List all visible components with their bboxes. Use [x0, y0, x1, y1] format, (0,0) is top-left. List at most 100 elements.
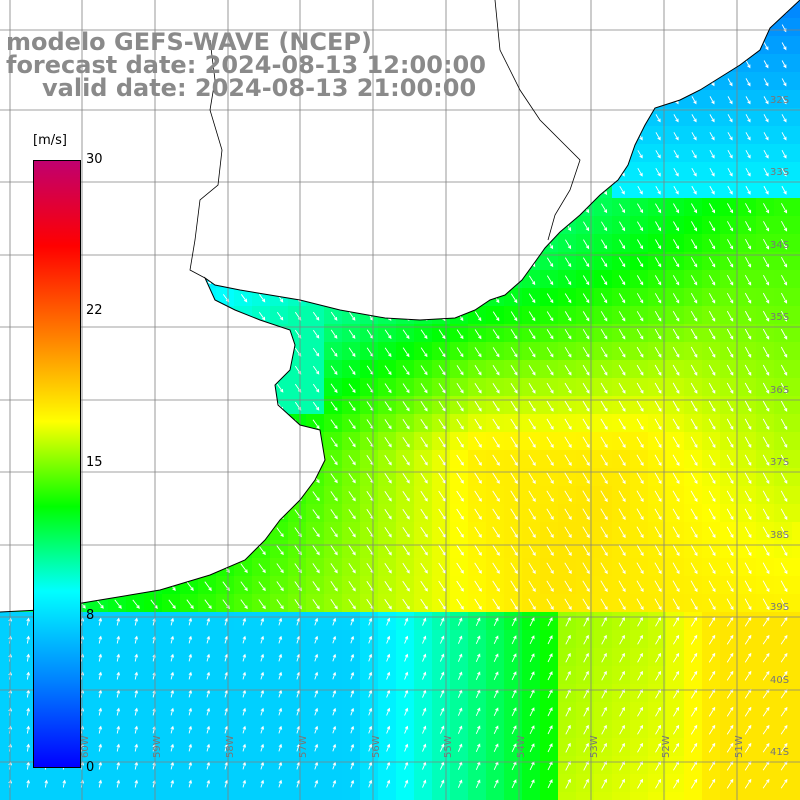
wind-arrow [206, 635, 211, 644]
wind-arrow [492, 436, 500, 448]
wind-arrow [438, 257, 446, 267]
field-cell [756, 756, 775, 775]
field-cell [558, 720, 577, 739]
wind-arrow [204, 401, 212, 411]
field-cell [558, 756, 577, 775]
wind-arrow [421, 132, 427, 141]
lat-label: 41S [770, 747, 789, 758]
wind-arrow [384, 347, 392, 358]
wind-arrow [187, 114, 193, 122]
wind-arrow [762, 724, 770, 735]
field-cell [612, 144, 631, 163]
field-cell [108, 648, 127, 667]
wind-arrow [170, 725, 175, 734]
wind-arrow [330, 491, 338, 502]
wind-arrow [582, 526, 590, 539]
wind-arrow [510, 544, 518, 556]
colorbar-gradient [34, 161, 80, 767]
wind-arrow [384, 544, 392, 556]
field-cell [594, 180, 613, 199]
wind-arrow [511, 635, 517, 645]
wind-arrow [565, 239, 572, 250]
wind-arrow [25, 294, 32, 302]
field-cell [378, 774, 397, 793]
wind-arrow [528, 364, 536, 376]
wind-arrow [780, 436, 788, 448]
field-cell [792, 342, 800, 361]
field-cell [198, 216, 217, 235]
field-cell [432, 234, 451, 253]
wind-arrow [709, 239, 716, 250]
wind-arrow [529, 95, 535, 105]
wind-arrow [565, 131, 572, 141]
wind-arrow [708, 580, 716, 593]
field-cell [486, 18, 505, 37]
field-cell [648, 648, 667, 667]
wind-arrow [24, 366, 32, 375]
field-cell [378, 144, 397, 163]
field-cell [720, 792, 739, 800]
field-cell [198, 144, 217, 163]
field-cell [738, 0, 757, 19]
field-cell [270, 450, 289, 469]
wind-arrow [259, 168, 266, 177]
field-cell [738, 738, 757, 757]
field-cell [792, 720, 800, 739]
field-cell [792, 252, 800, 271]
wind-arrow [618, 293, 626, 304]
wind-arrow [564, 400, 572, 412]
wind-arrow [313, 168, 320, 177]
field-cell [360, 702, 379, 721]
field-cell [378, 180, 397, 199]
wind-arrow [456, 365, 464, 376]
wind-arrow [528, 293, 536, 304]
wind-arrow [402, 347, 410, 358]
field-cell [126, 756, 145, 775]
wind-arrow [456, 526, 464, 538]
field-cell [288, 126, 307, 145]
wind-arrow [258, 473, 266, 484]
lon-label: 55W [443, 735, 454, 758]
wind-arrow [332, 743, 337, 752]
wind-arrow [511, 113, 517, 123]
wind-arrow [366, 275, 374, 285]
field-cell [270, 270, 289, 289]
field-cell [90, 234, 109, 253]
field-cell [270, 756, 289, 775]
wind-arrow [258, 509, 266, 520]
wind-arrow [420, 508, 428, 520]
field-cell [342, 234, 361, 253]
wind-arrow [474, 418, 482, 430]
field-cell [342, 270, 361, 289]
wind-arrow [61, 150, 67, 158]
wind-arrow [404, 725, 409, 734]
field-cell [180, 612, 199, 631]
field-cell [450, 270, 469, 289]
wind-arrow [780, 742, 788, 753]
wind-arrow [475, 185, 482, 195]
wind-arrow [655, 706, 661, 717]
wind-arrow [762, 310, 770, 322]
wind-arrow [601, 239, 608, 250]
wind-arrow [691, 114, 697, 123]
field-cell [90, 396, 109, 415]
wind-arrow [565, 113, 571, 123]
wind-arrow [511, 185, 517, 195]
wind-arrow [529, 24, 535, 33]
wind-arrow [762, 562, 770, 575]
wind-arrow [654, 293, 662, 304]
field-cell [306, 216, 325, 235]
field-cell [126, 684, 145, 703]
wind-arrow [547, 24, 553, 33]
field-cell [180, 666, 199, 685]
wind-arrow [745, 238, 752, 250]
wind-arrow [618, 490, 626, 503]
field-cell [162, 144, 181, 163]
field-cell [234, 180, 253, 199]
wind-arrow [457, 743, 463, 752]
wind-arrow [312, 599, 320, 610]
field-cell [252, 144, 271, 163]
wind-arrow [726, 418, 734, 430]
field-cell [234, 612, 253, 631]
